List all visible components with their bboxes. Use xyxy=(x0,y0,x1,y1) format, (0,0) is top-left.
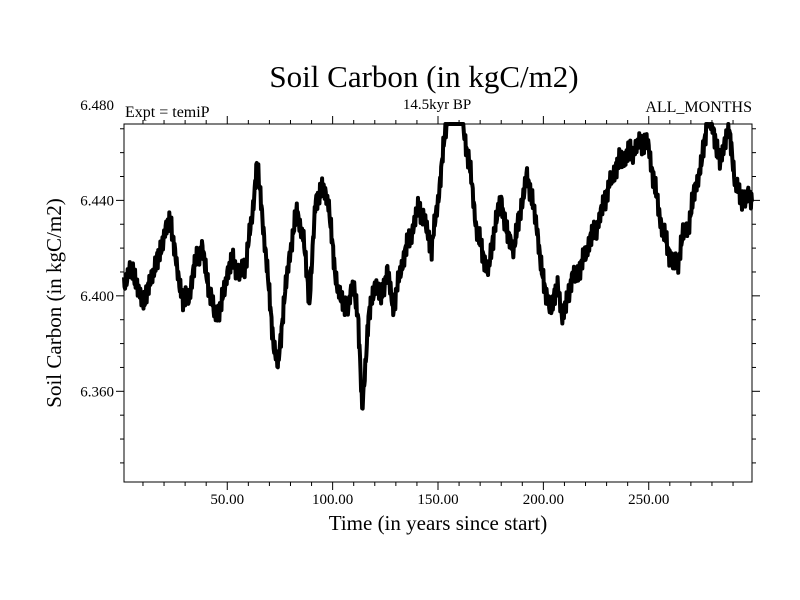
y-axis-tick-labels: 6.360 6.400 6.440 6.480 xyxy=(80,98,114,400)
y-axis-label: Soil Carbon (in kgC/m2) xyxy=(42,198,66,407)
y-tick-label: 6.400 xyxy=(80,289,114,305)
x-tick-label: 200.00 xyxy=(523,492,564,508)
plot-frame xyxy=(123,123,753,483)
y-tick-label: 6.360 xyxy=(80,384,114,400)
x-axis-ticks xyxy=(142,116,734,490)
all-months-label: ALL_MONTHS xyxy=(645,99,752,116)
y-tick-label: 6.440 xyxy=(80,193,114,209)
chart-title: Soil Carbon (in kgC/m2) xyxy=(269,59,578,94)
series-line-soil-carbon xyxy=(122,122,754,411)
y-tick-label: 6.480 xyxy=(80,98,114,114)
x-axis-tick-labels: 50.00 100.00 150.00 200.00 250.00 xyxy=(210,492,669,508)
chart-subtitle: 14.5kyr BP xyxy=(403,97,471,113)
x-axis-label: Time (in years since start) xyxy=(329,511,548,535)
x-tick-label: 150.00 xyxy=(417,492,458,508)
x-tick-label: 50.00 xyxy=(210,492,244,508)
expt-label: Expt = temiP xyxy=(125,104,210,121)
y-axis-ticks xyxy=(116,128,760,464)
x-tick-label: 100.00 xyxy=(312,492,353,508)
x-tick-label: 250.00 xyxy=(628,492,669,508)
